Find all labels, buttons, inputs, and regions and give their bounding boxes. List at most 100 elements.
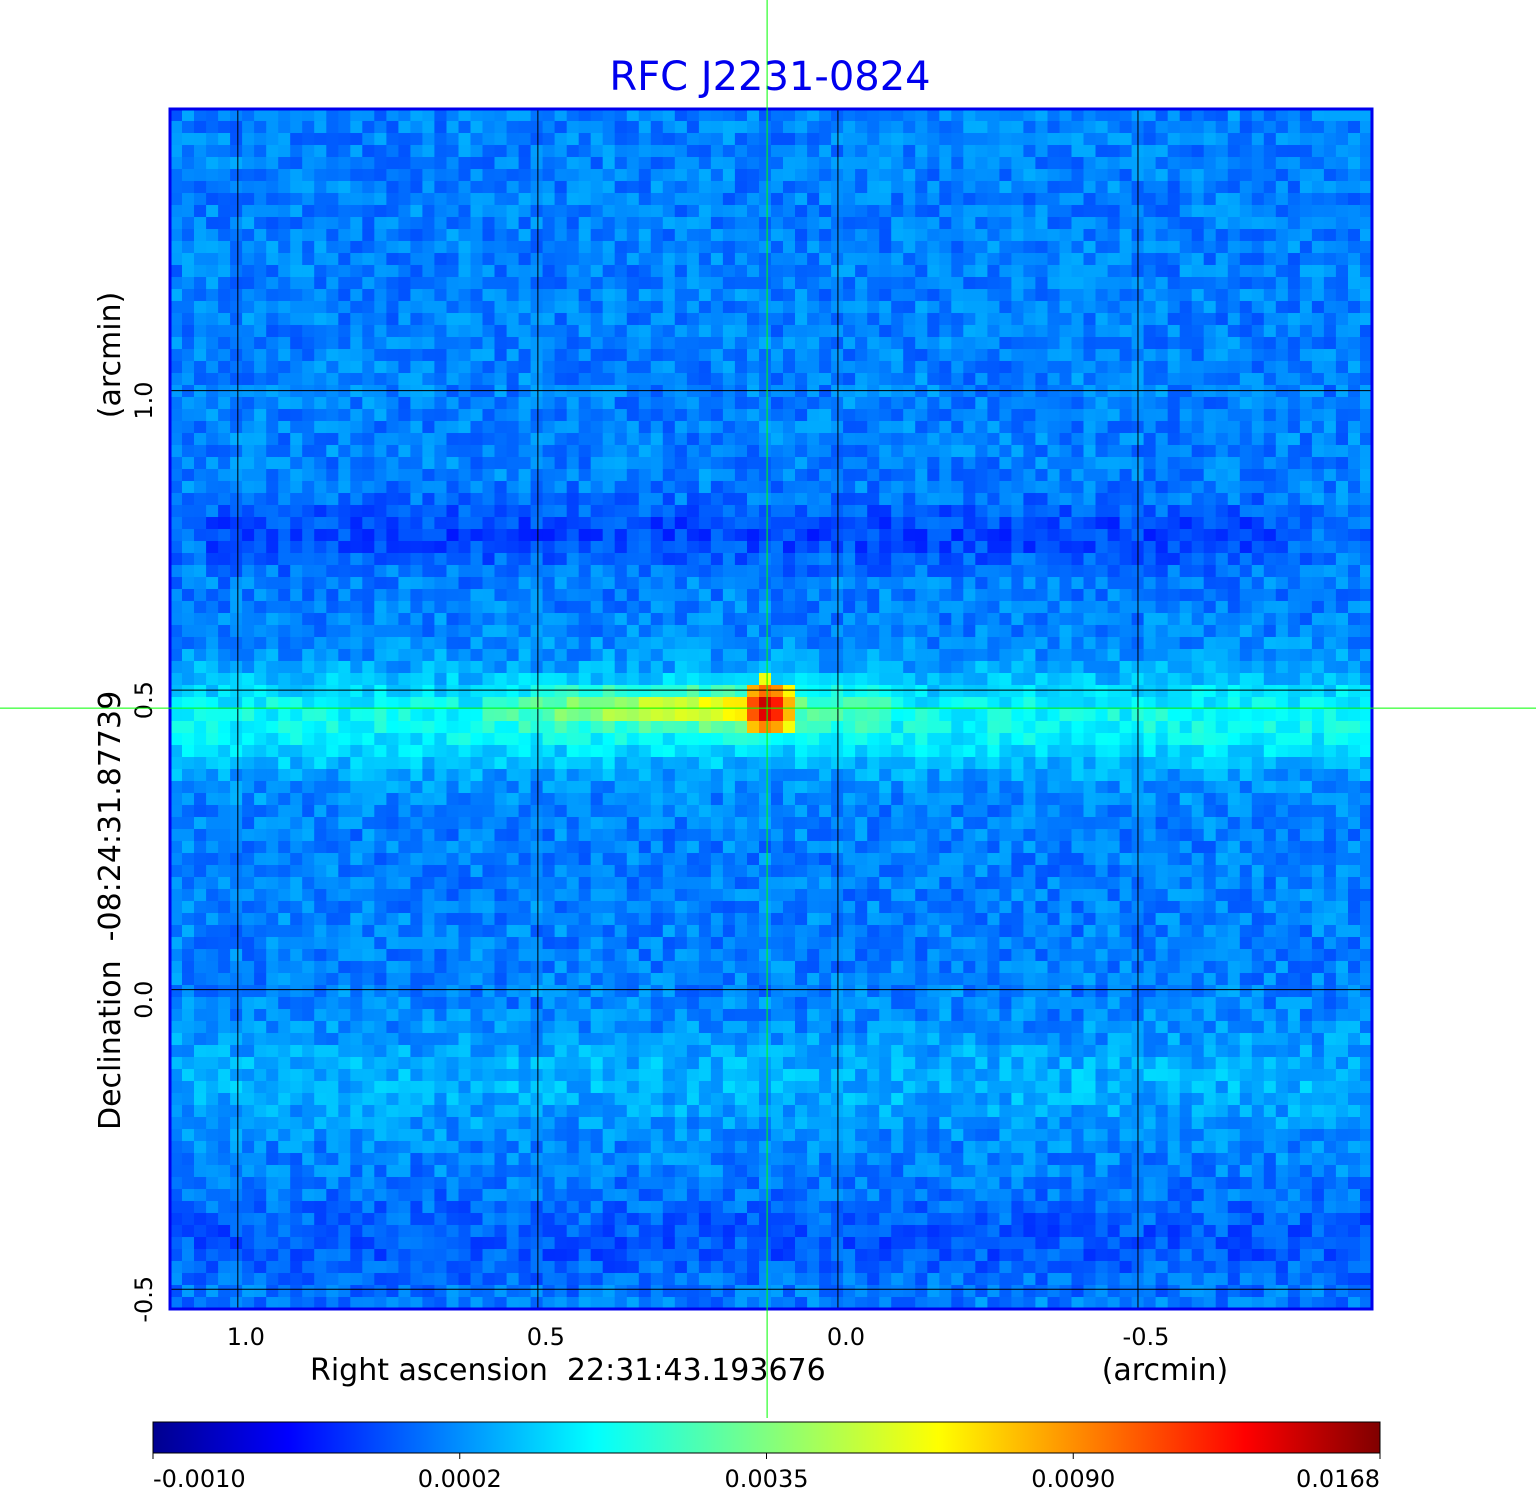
heatmap-cell xyxy=(855,649,868,662)
heatmap-cell xyxy=(1095,481,1109,494)
heatmap-cell xyxy=(855,157,868,170)
heatmap-cell xyxy=(314,457,327,470)
heatmap-cell xyxy=(350,229,363,242)
heatmap-cell xyxy=(1299,241,1313,254)
heatmap-cell xyxy=(903,697,916,710)
heatmap-cell xyxy=(590,397,604,410)
heatmap-cell xyxy=(939,697,952,710)
heatmap-cell xyxy=(999,553,1012,566)
heatmap-cell xyxy=(1239,457,1253,470)
heatmap-cell xyxy=(807,685,820,698)
heatmap-cell xyxy=(855,409,868,422)
heatmap-cell xyxy=(626,385,640,398)
heatmap-cell xyxy=(1360,361,1373,374)
heatmap-cell xyxy=(542,433,556,446)
heatmap-cell xyxy=(1215,673,1229,686)
heatmap-cell xyxy=(242,445,255,458)
heatmap-cell xyxy=(230,361,243,374)
heatmap-cell xyxy=(194,673,207,686)
heatmap-cell xyxy=(1215,325,1229,338)
heatmap-cell xyxy=(698,469,712,482)
heatmap-cell xyxy=(939,673,952,686)
heatmap-cell xyxy=(747,481,760,494)
heatmap-cell xyxy=(458,577,472,590)
heatmap-cell xyxy=(650,205,664,218)
heatmap-cell xyxy=(1191,253,1205,266)
heatmap-cell xyxy=(1287,349,1301,362)
heatmap-cell xyxy=(1023,289,1036,302)
heatmap-cell xyxy=(1360,169,1373,182)
heatmap-cell xyxy=(879,541,892,554)
heatmap-cell xyxy=(1143,301,1157,314)
heatmap-cell xyxy=(674,349,688,362)
heatmap-cell xyxy=(1119,145,1133,158)
heatmap-cell xyxy=(266,505,279,518)
heatmap-cell xyxy=(831,625,844,638)
heatmap-cell xyxy=(734,217,748,230)
heatmap-cell xyxy=(674,337,688,350)
heatmap-cell xyxy=(1059,421,1073,434)
heatmap-cell xyxy=(614,181,628,194)
heatmap-cell xyxy=(554,613,568,626)
heatmap-cell xyxy=(266,589,279,602)
heatmap-cell xyxy=(470,301,484,314)
heatmap-cell xyxy=(326,601,339,614)
heatmap-cell xyxy=(1299,529,1313,542)
heatmap-cell xyxy=(891,157,904,170)
heatmap-cell xyxy=(795,229,808,242)
heatmap-cell xyxy=(458,613,472,626)
heatmap-cell xyxy=(590,529,604,542)
heatmap-cell xyxy=(386,421,399,434)
heatmap-cell xyxy=(927,361,940,374)
heatmap-cell xyxy=(1071,637,1085,650)
heatmap-cell xyxy=(1360,373,1373,386)
heatmap-cell xyxy=(626,121,640,134)
heatmap-cell xyxy=(843,565,856,578)
heatmap-cell xyxy=(1275,181,1289,194)
heatmap-cell xyxy=(554,229,568,242)
heatmap-cell xyxy=(398,349,411,362)
heatmap-cell xyxy=(434,349,447,362)
heatmap-cell xyxy=(1287,433,1301,446)
heatmap-cell xyxy=(939,241,952,254)
heatmap-cell xyxy=(734,361,748,374)
heatmap-cell xyxy=(1251,169,1265,182)
heatmap-cell xyxy=(650,517,664,530)
heatmap-cell xyxy=(530,325,544,338)
heatmap-cell xyxy=(242,145,255,158)
heatmap-cell xyxy=(350,505,363,518)
heatmap-cell xyxy=(698,361,712,374)
heatmap-cell xyxy=(266,541,279,554)
heatmap-cell xyxy=(795,493,808,506)
heatmap-cell xyxy=(963,205,976,218)
heatmap-cell xyxy=(314,181,327,194)
heatmap-cell xyxy=(1011,265,1024,278)
heatmap-cell xyxy=(1203,313,1217,326)
heatmap-cell xyxy=(350,181,363,194)
heatmap-cell xyxy=(554,193,568,206)
heatmap-cell xyxy=(614,541,628,554)
heatmap-cell xyxy=(602,673,616,686)
heatmap-cell xyxy=(987,433,1000,446)
heatmap-cell xyxy=(302,169,315,182)
heatmap-cell xyxy=(1251,349,1265,362)
heatmap-cell xyxy=(1299,697,1313,710)
heatmap-cell xyxy=(326,469,339,482)
heatmap-cell xyxy=(771,361,784,374)
heatmap-cell xyxy=(206,673,219,686)
heatmap-cell xyxy=(218,529,231,542)
heatmap-cell xyxy=(1023,193,1036,206)
heatmap-cell xyxy=(891,109,904,122)
heatmap-cell xyxy=(506,637,520,650)
heatmap-cell xyxy=(698,445,712,458)
heatmap-cell xyxy=(1011,445,1024,458)
heatmap-cell xyxy=(1047,685,1061,698)
heatmap-cell xyxy=(783,373,796,386)
heatmap-cell xyxy=(398,457,411,470)
heatmap-cell xyxy=(638,421,652,434)
heatmap-cell xyxy=(674,157,688,170)
heatmap-cell xyxy=(266,373,279,386)
heatmap-cell xyxy=(1143,445,1157,458)
heatmap-cell xyxy=(1348,541,1361,554)
heatmap-cell xyxy=(1059,697,1073,710)
